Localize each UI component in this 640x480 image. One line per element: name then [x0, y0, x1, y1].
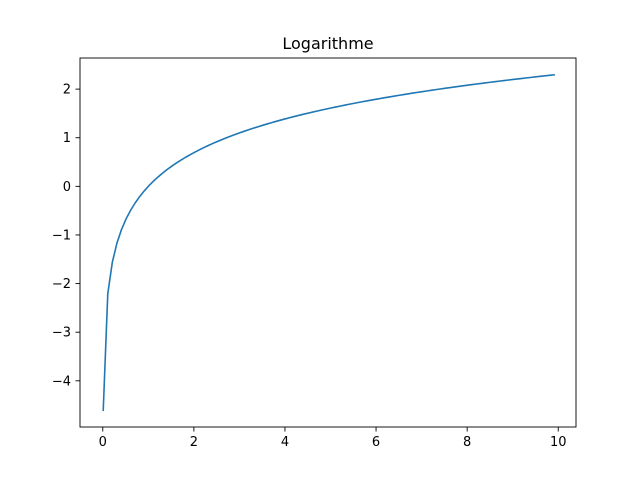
x-tick-label: 10: [550, 435, 567, 450]
x-tick-label: 2: [190, 435, 198, 450]
chart-title: Logarithme: [282, 34, 373, 53]
axes-frame: [79, 57, 577, 428]
y-tick-label: −3: [52, 326, 71, 341]
plot-layer: 0 2 4 6 8 10 −4 −3 −2 −1 0 1 2: [52, 57, 577, 450]
y-tick-label: −1: [52, 228, 71, 243]
y-tick-label: 1: [63, 131, 71, 146]
y-tick-label: −2: [52, 277, 71, 292]
y-tick-label: −4: [52, 374, 71, 389]
x-tick-label: 4: [281, 435, 289, 450]
y-tick-label: 2: [63, 83, 71, 98]
series-line-0: [102, 73, 556, 412]
x-tick-label: 8: [463, 435, 471, 450]
x-tick-label: 6: [372, 435, 380, 450]
y-tick-label: 0: [63, 180, 71, 195]
x-tick-label: 0: [99, 435, 107, 450]
